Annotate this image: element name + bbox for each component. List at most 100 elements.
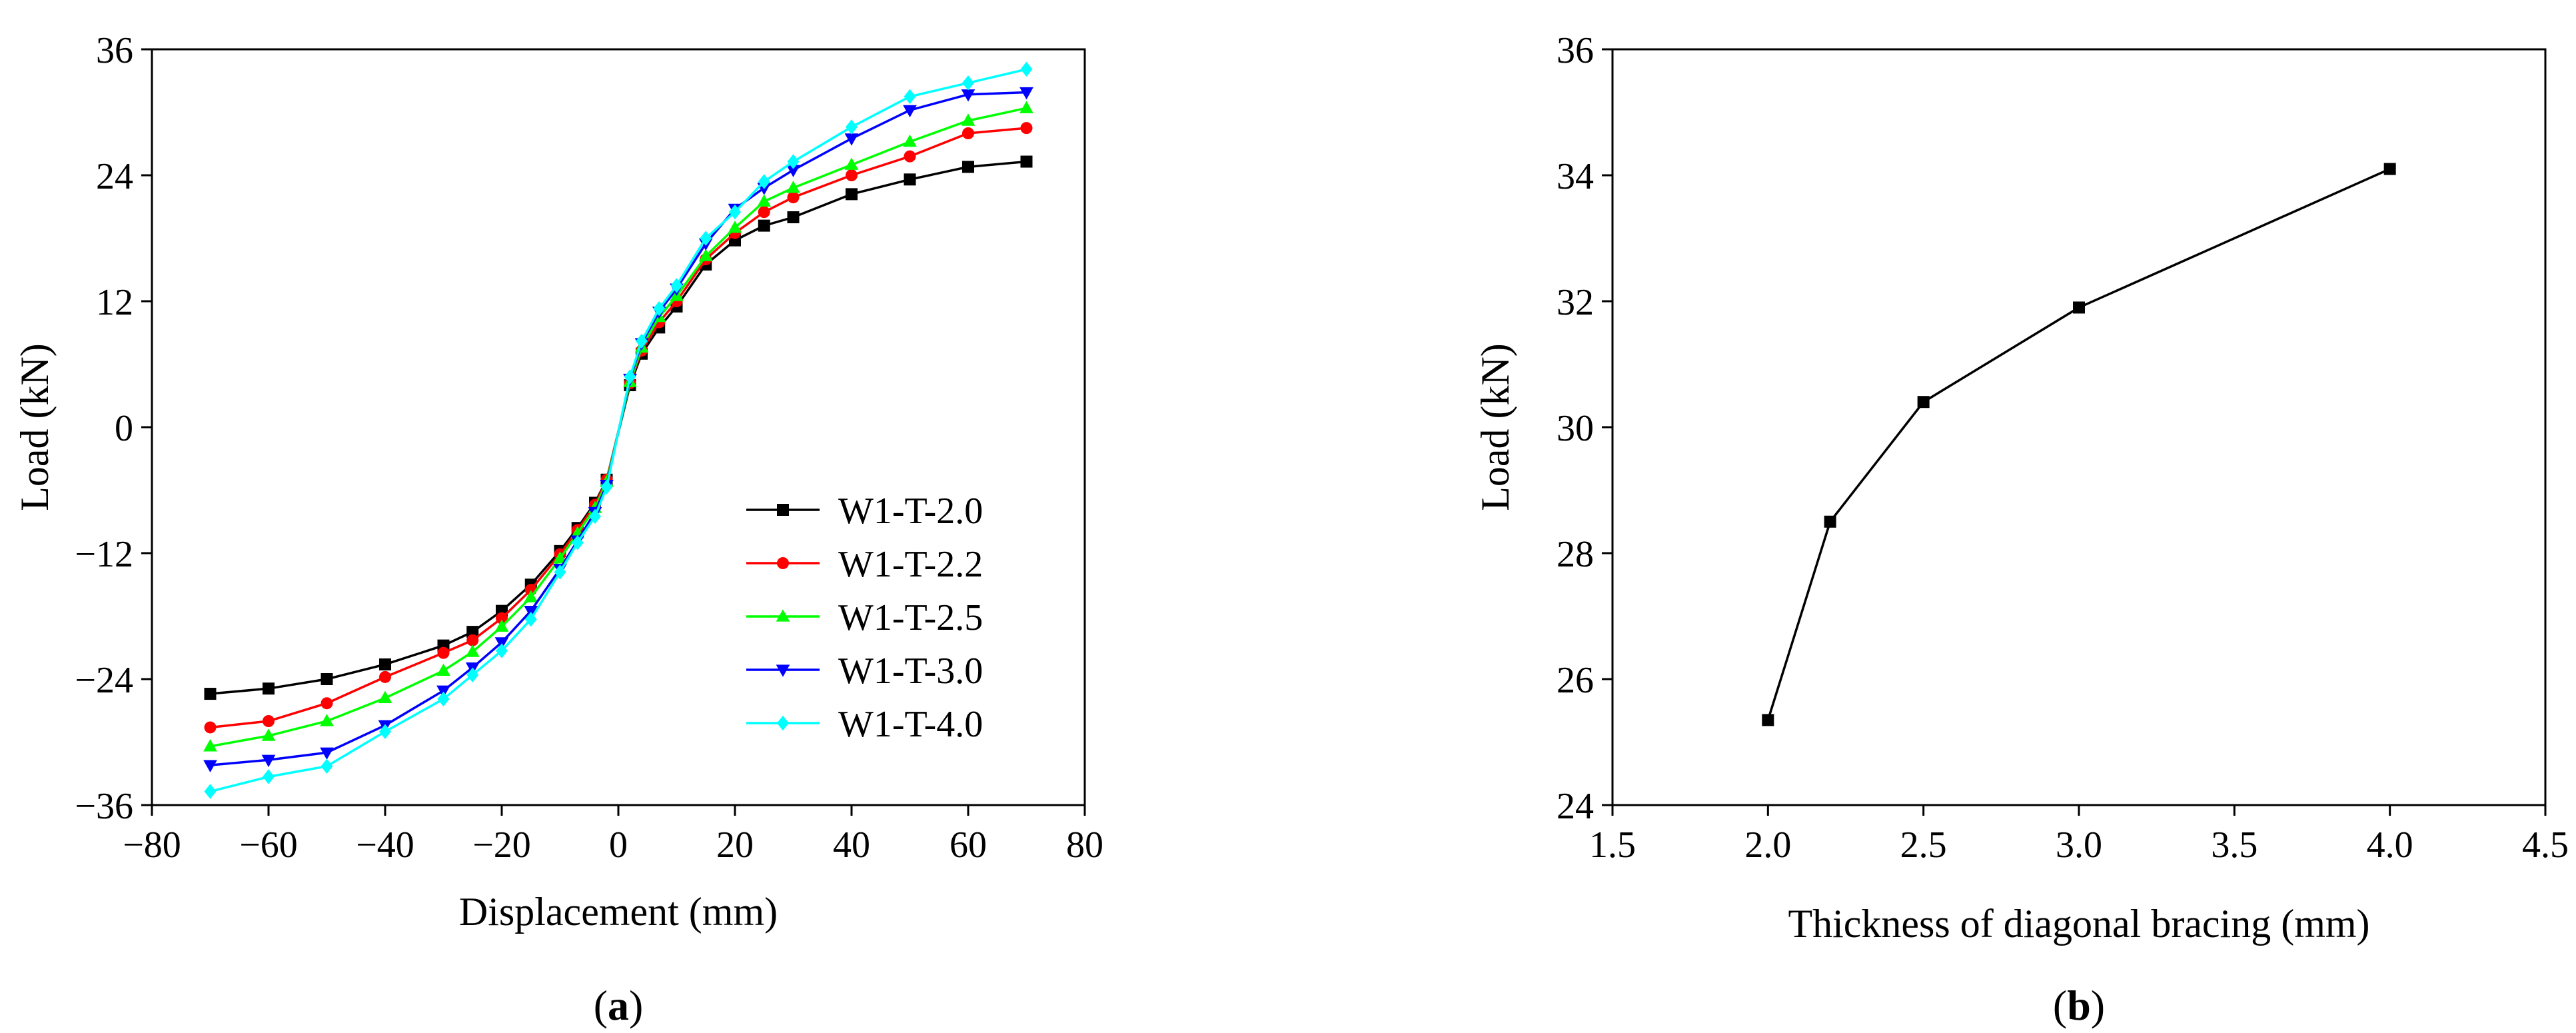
a-y-tick-label: −24: [75, 660, 133, 701]
a-series-1-point: [962, 127, 974, 139]
a-y-tick-label: 12: [96, 282, 133, 323]
legend-marker-3: [776, 664, 790, 677]
a-series-1-point: [904, 150, 916, 163]
a-series-2-point: [320, 714, 334, 726]
a-series-0-point: [204, 688, 217, 700]
legend-label-4: W1-T-4.0: [838, 704, 983, 745]
a-series-3-point: [903, 105, 917, 118]
a-series-0-point: [466, 626, 479, 638]
a-series-0-point: [1020, 155, 1033, 168]
panel-b-y-axis-label: Load (kN): [1473, 343, 1517, 511]
a-series-4-point: [524, 611, 537, 627]
a-series-1-point: [263, 715, 275, 727]
a-series-2-point: [844, 157, 859, 170]
a-x-tick-label: 40: [833, 824, 870, 866]
a-series-0-point: [379, 658, 391, 670]
a-series-3-point: [320, 747, 334, 760]
a-series-0-point: [758, 219, 770, 232]
b-series-0-point: [2073, 301, 2085, 314]
panel-a: −80 −60 −40 −20 0 20 40 60 80 −36 −24 −12 0 12 24 36 Di…: [13, 30, 1103, 1029]
a-y-tick-label: 0: [115, 408, 133, 449]
a-x-tick-label: 60: [950, 824, 987, 866]
panel-a-x-axis-label: Displacement (mm): [459, 890, 778, 934]
a-x-tick-label: −20: [472, 824, 531, 866]
b-x-tick-label: 1.5: [1589, 824, 1636, 866]
a-y-tick-label: 36: [96, 30, 133, 71]
b-x-tick-label: 4.5: [2522, 824, 2569, 866]
a-series-4-point: [437, 691, 450, 707]
panel-b-label: (b): [2053, 982, 2105, 1029]
a-series-3-point: [786, 165, 800, 177]
a-series-4-point: [846, 119, 858, 135]
panel-a-label: (a): [594, 982, 644, 1029]
a-series-4-point: [571, 535, 584, 550]
a-series-2-point: [903, 134, 917, 147]
panel-a-y-axis-label: Load (kN): [13, 343, 57, 511]
a-series-2-point: [203, 739, 217, 752]
a-series-4-point: [670, 278, 683, 293]
a-series-4-point: [554, 564, 566, 580]
a-series-4-point: [263, 769, 275, 784]
legend-marker-1: [777, 557, 789, 569]
a-series-2-point: [436, 663, 450, 676]
a-series-4-point: [729, 204, 741, 220]
a-x-tick-label: −60: [239, 824, 298, 866]
a-series-4-point: [204, 784, 217, 799]
a-series-4-point: [1020, 61, 1033, 77]
a-x-tick-label: −80: [123, 824, 181, 866]
a-series-1-point: [846, 169, 858, 181]
a-series-0-point: [263, 682, 275, 695]
b-x-tick-label: 3.5: [2211, 824, 2257, 866]
plot-b-frame: [1611, 48, 2547, 806]
a-series-1-point: [379, 670, 391, 683]
b-y-tick-label: 34: [1557, 156, 1594, 197]
a-series-1-point: [758, 206, 770, 219]
a-x-tick-label: −40: [356, 824, 414, 866]
b-y-tick-label: 26: [1557, 660, 1594, 701]
b-series-0-point: [2383, 163, 2396, 175]
legend-label-0: W1-T-2.0: [838, 491, 983, 532]
a-series-3-point: [1019, 87, 1033, 100]
a-series-4-point: [589, 509, 601, 524]
a-series-4-point: [636, 333, 648, 349]
b-series-0-point: [1762, 714, 1774, 726]
a-series-2-point: [961, 113, 975, 126]
a-series-2-point: [378, 690, 392, 703]
panel-b-letter: b: [2067, 982, 2091, 1029]
panel-b-axes: 1.5 2.0 2.5 3.0 3.5 4.0 4.5 24 26 28 30 32 34 36: [1557, 30, 2569, 866]
b-series-line-0: [1766, 167, 2391, 720]
a-series-2-point: [261, 728, 276, 741]
a-series-4-point: [962, 75, 974, 91]
b-series-0-point: [1824, 515, 1836, 528]
a-series-3-point: [261, 754, 276, 768]
a-series-1-point: [204, 721, 217, 734]
legend: W1-T-2.0 W1-T-2.2 W1-T-2.5 W1-T-3.0 W1-T-4.0: [746, 491, 983, 745]
a-series-3-point: [203, 760, 217, 772]
a-series-2-point: [786, 181, 800, 193]
a-series-4-point: [466, 667, 479, 682]
legend-label-1: W1-T-2.2: [838, 544, 983, 585]
legend-marker-0: [777, 504, 789, 516]
a-series-2-point: [494, 619, 509, 632]
a-series-2-point: [465, 644, 480, 657]
b-y-tick-label: 30: [1557, 408, 1594, 449]
b-series-0-point: [1917, 396, 1930, 409]
b-y-tick-label: 24: [1557, 786, 1594, 827]
a-series-2-point: [698, 249, 713, 261]
b-x-tick-label: 3.0: [2056, 824, 2102, 866]
a-x-tick-label: 0: [609, 824, 628, 866]
a-series-4-point: [321, 758, 333, 774]
legend-marker-2: [776, 609, 790, 622]
a-series-0-point: [904, 173, 916, 186]
panel-a-axes: −80 −60 −40 −20 0 20 40 60 80 −36 −24 −12 0 12 24 36: [75, 30, 1103, 866]
a-series-1-point: [1020, 122, 1033, 135]
panel-b-x-axis-label: Thickness of diagonal bracing (mm): [1788, 902, 2369, 946]
a-series-1-point: [437, 646, 450, 659]
a-series-1-point: [466, 634, 479, 646]
panel-a-series: [203, 61, 1033, 799]
legend-marker-4: [777, 715, 789, 731]
panel-b-series: [1762, 163, 2396, 726]
a-series-line-4: [210, 68, 1027, 793]
a-series-0-point: [321, 673, 333, 685]
